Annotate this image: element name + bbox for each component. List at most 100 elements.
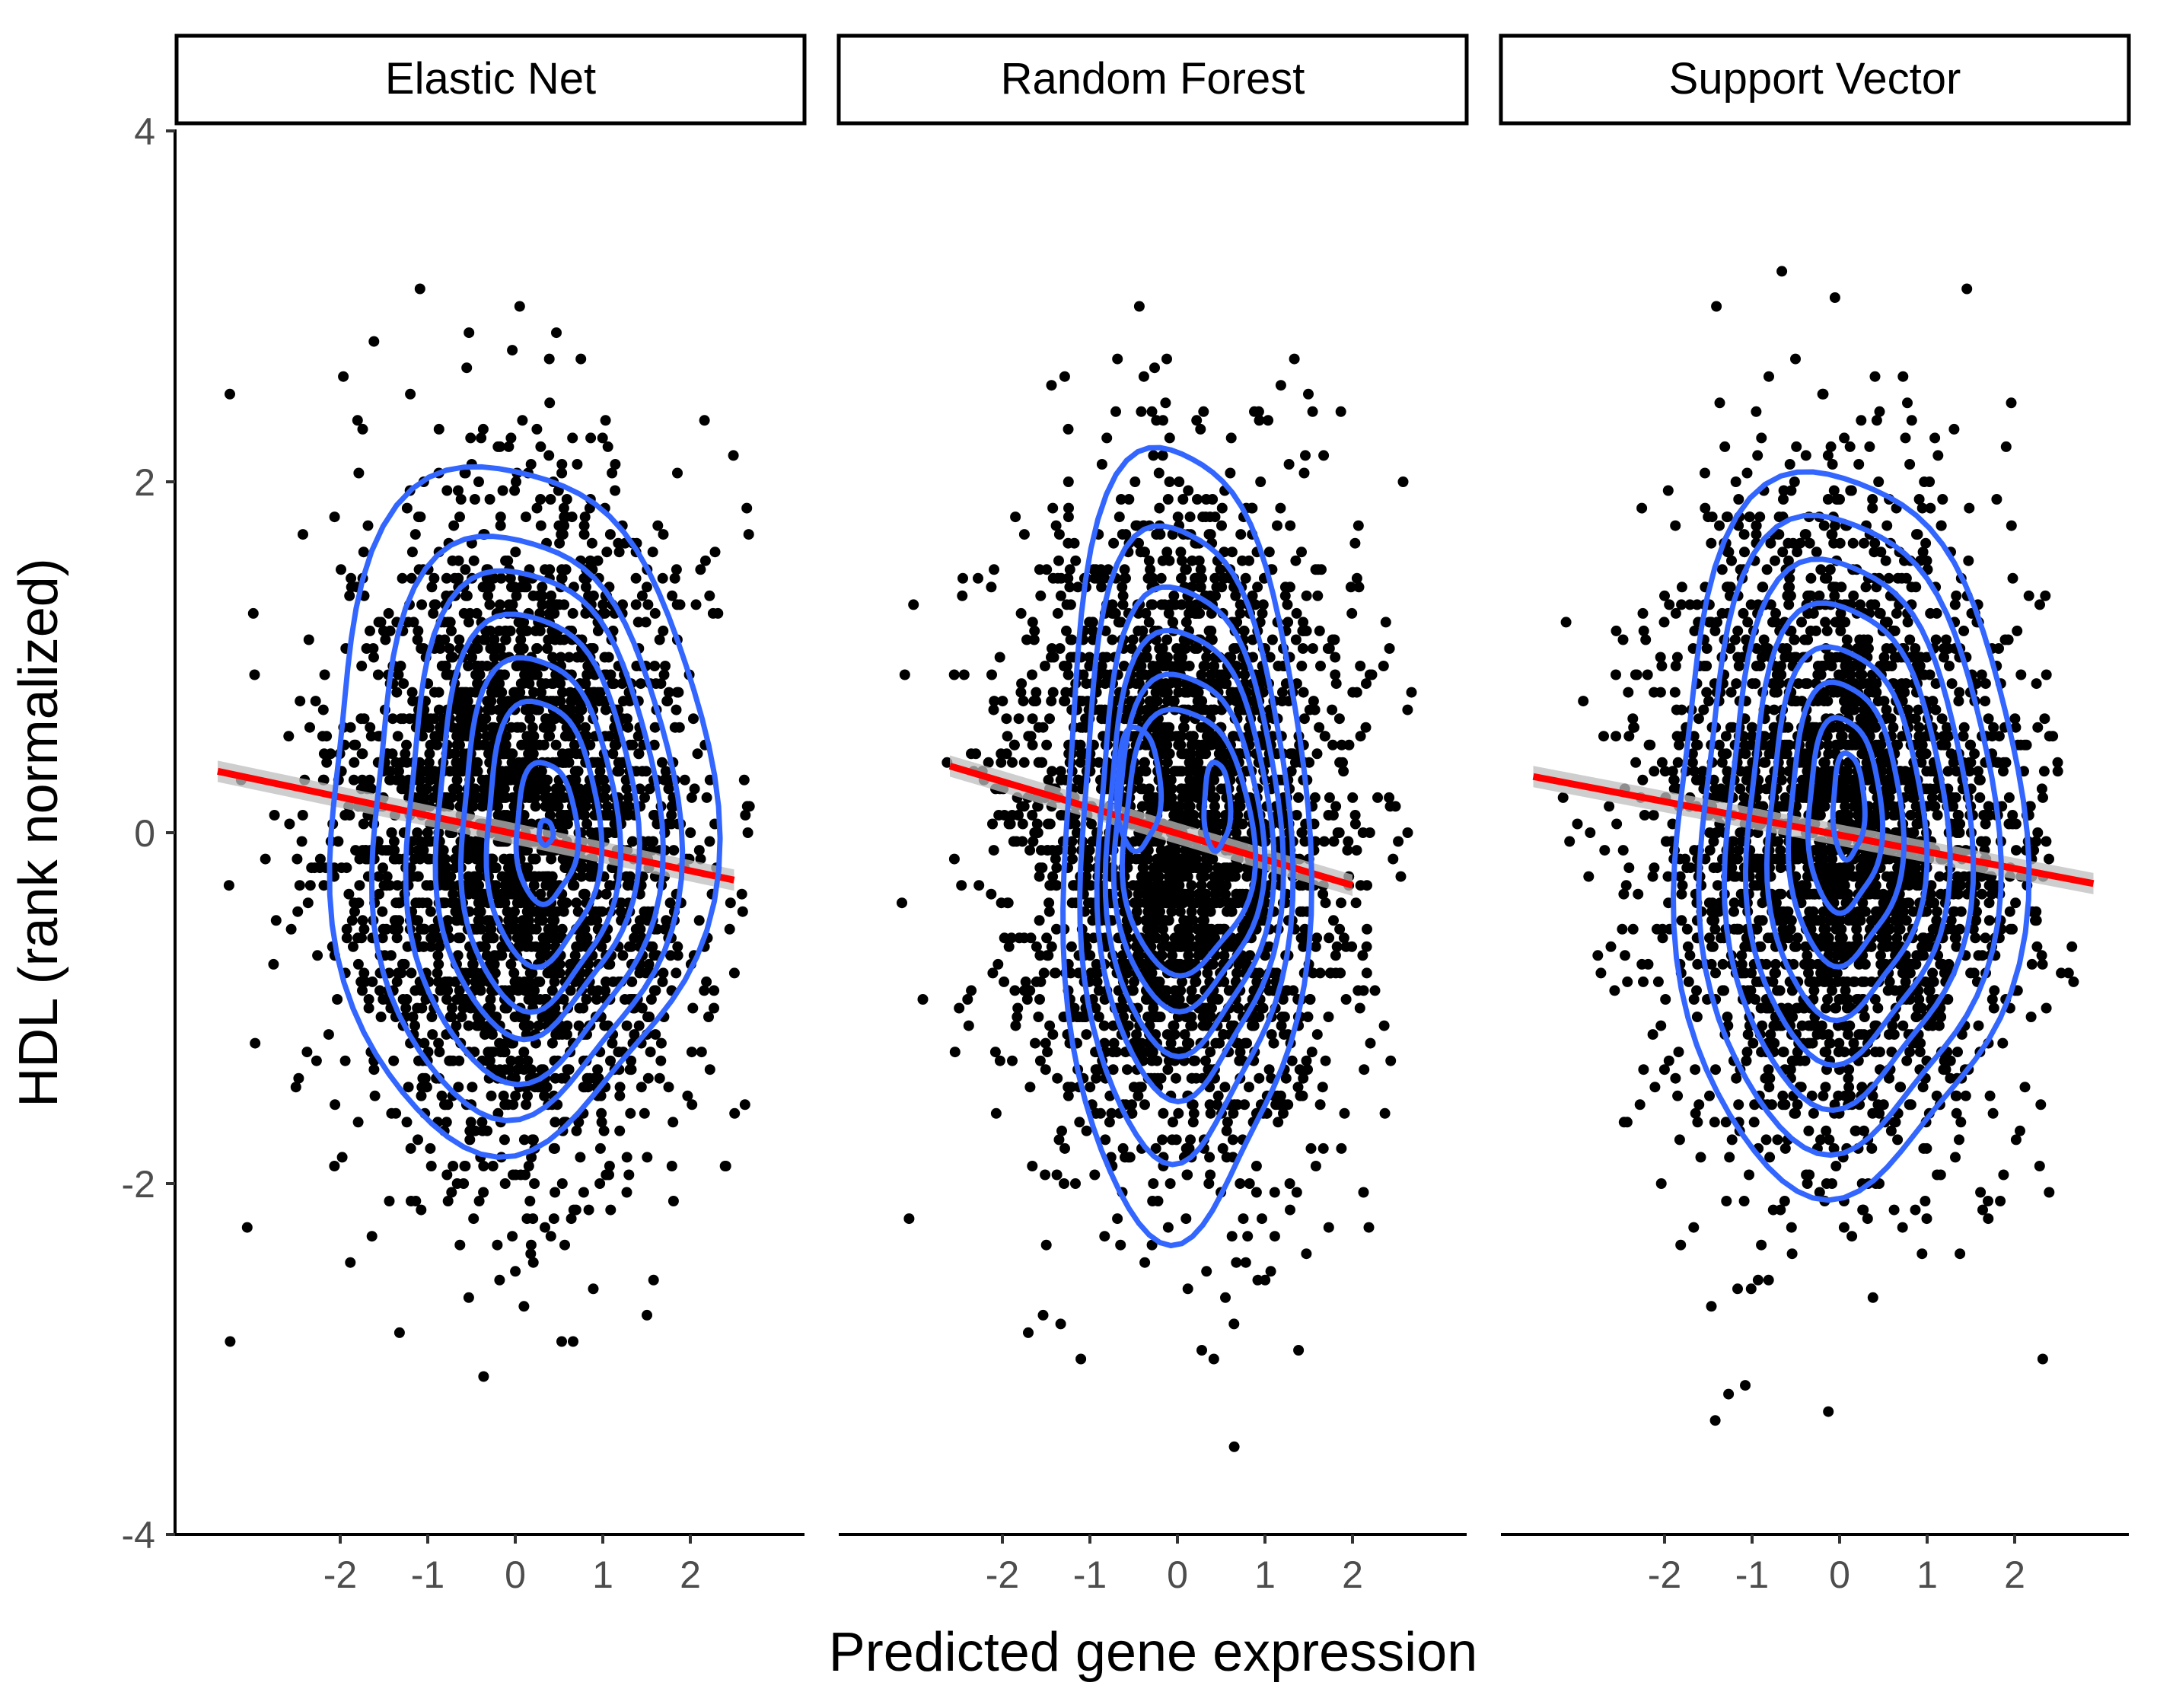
data-point [581, 818, 593, 830]
data-point [1077, 722, 1088, 733]
data-point [621, 783, 632, 795]
data-point [592, 985, 604, 996]
data-point [1034, 1055, 1046, 1066]
data-point [329, 1161, 340, 1171]
data-point [545, 494, 556, 505]
data-point [423, 766, 435, 777]
data-point [514, 1055, 525, 1066]
data-point [563, 757, 575, 768]
data-point [413, 915, 424, 926]
data-point [523, 1161, 534, 1171]
data-point [1366, 669, 1378, 680]
data-point [356, 661, 368, 671]
data-point [422, 827, 433, 838]
data-point [1357, 950, 1368, 961]
data-point [685, 827, 696, 838]
data-point [530, 625, 541, 636]
data-point [304, 722, 315, 733]
data-point [1188, 1055, 1200, 1066]
data-point [377, 932, 388, 944]
data-point [373, 617, 384, 628]
data-point [664, 897, 676, 909]
data-point [1020, 976, 1031, 987]
data-point [1336, 1142, 1347, 1154]
data-point [1353, 582, 1365, 593]
data-point [1056, 1125, 1067, 1136]
data-point [1027, 1161, 1038, 1171]
data-point [367, 976, 378, 987]
data-point [1164, 476, 1175, 487]
data-point [1266, 1029, 1277, 1040]
data-point [660, 766, 671, 777]
data-point [556, 1178, 568, 1189]
data-point [712, 607, 724, 619]
data-point [988, 845, 999, 856]
data-point [1040, 1037, 1051, 1049]
data-point [471, 923, 483, 935]
data-point [1254, 1072, 1265, 1084]
data-point [649, 607, 661, 619]
data-point [472, 678, 483, 690]
data-point [1307, 643, 1318, 654]
data-point [709, 985, 720, 996]
data-point [451, 1020, 462, 1031]
data-point [292, 906, 304, 917]
data-point [1186, 985, 1197, 996]
data-point [592, 555, 604, 566]
data-point [1247, 502, 1258, 514]
data-point [478, 722, 489, 733]
data-point [983, 757, 994, 768]
data-point [567, 432, 578, 444]
data-point [509, 485, 521, 496]
data-point [655, 1037, 667, 1049]
data-point [1285, 582, 1295, 593]
data-point [492, 1239, 503, 1251]
data-point [350, 739, 362, 750]
data-point [1254, 1012, 1265, 1022]
data-point [1015, 607, 1027, 619]
data-point [1001, 748, 1012, 760]
data-point [456, 757, 467, 768]
data-point [1031, 976, 1042, 987]
data-point [623, 722, 634, 733]
data-point [561, 494, 572, 505]
data-point [1172, 678, 1184, 690]
data-point [1227, 1134, 1238, 1146]
data-point [1129, 976, 1139, 987]
data-point [1299, 836, 1311, 847]
data-point [523, 915, 534, 926]
data-point [1059, 1178, 1069, 1189]
data-point [648, 1274, 659, 1286]
data-point [728, 450, 739, 461]
data-point [393, 1327, 405, 1338]
data-point [442, 915, 454, 926]
data-point [354, 880, 365, 891]
data-point [416, 1002, 428, 1014]
data-point [597, 906, 607, 917]
data-point [451, 774, 463, 785]
data-point [528, 731, 540, 742]
data-point [1235, 1047, 1246, 1058]
data-point [533, 704, 544, 715]
data-point [448, 783, 459, 795]
data-point [1319, 731, 1330, 742]
data-point [540, 941, 552, 952]
data-point [1196, 871, 1207, 882]
data-point [1040, 1239, 1052, 1251]
data-point [1063, 511, 1074, 523]
data-point [529, 1178, 540, 1189]
data-point [506, 757, 518, 768]
data-point [427, 923, 438, 935]
data-point [537, 1012, 548, 1022]
data-point [600, 783, 611, 795]
data-point [559, 599, 570, 610]
data-point [1330, 678, 1342, 690]
data-point [644, 783, 655, 795]
data-point [1158, 923, 1168, 935]
data-point [457, 722, 469, 733]
data-point [406, 572, 417, 584]
data-point [478, 634, 489, 645]
data-point [661, 696, 673, 707]
data-point [581, 783, 593, 795]
data-point [1167, 950, 1178, 961]
